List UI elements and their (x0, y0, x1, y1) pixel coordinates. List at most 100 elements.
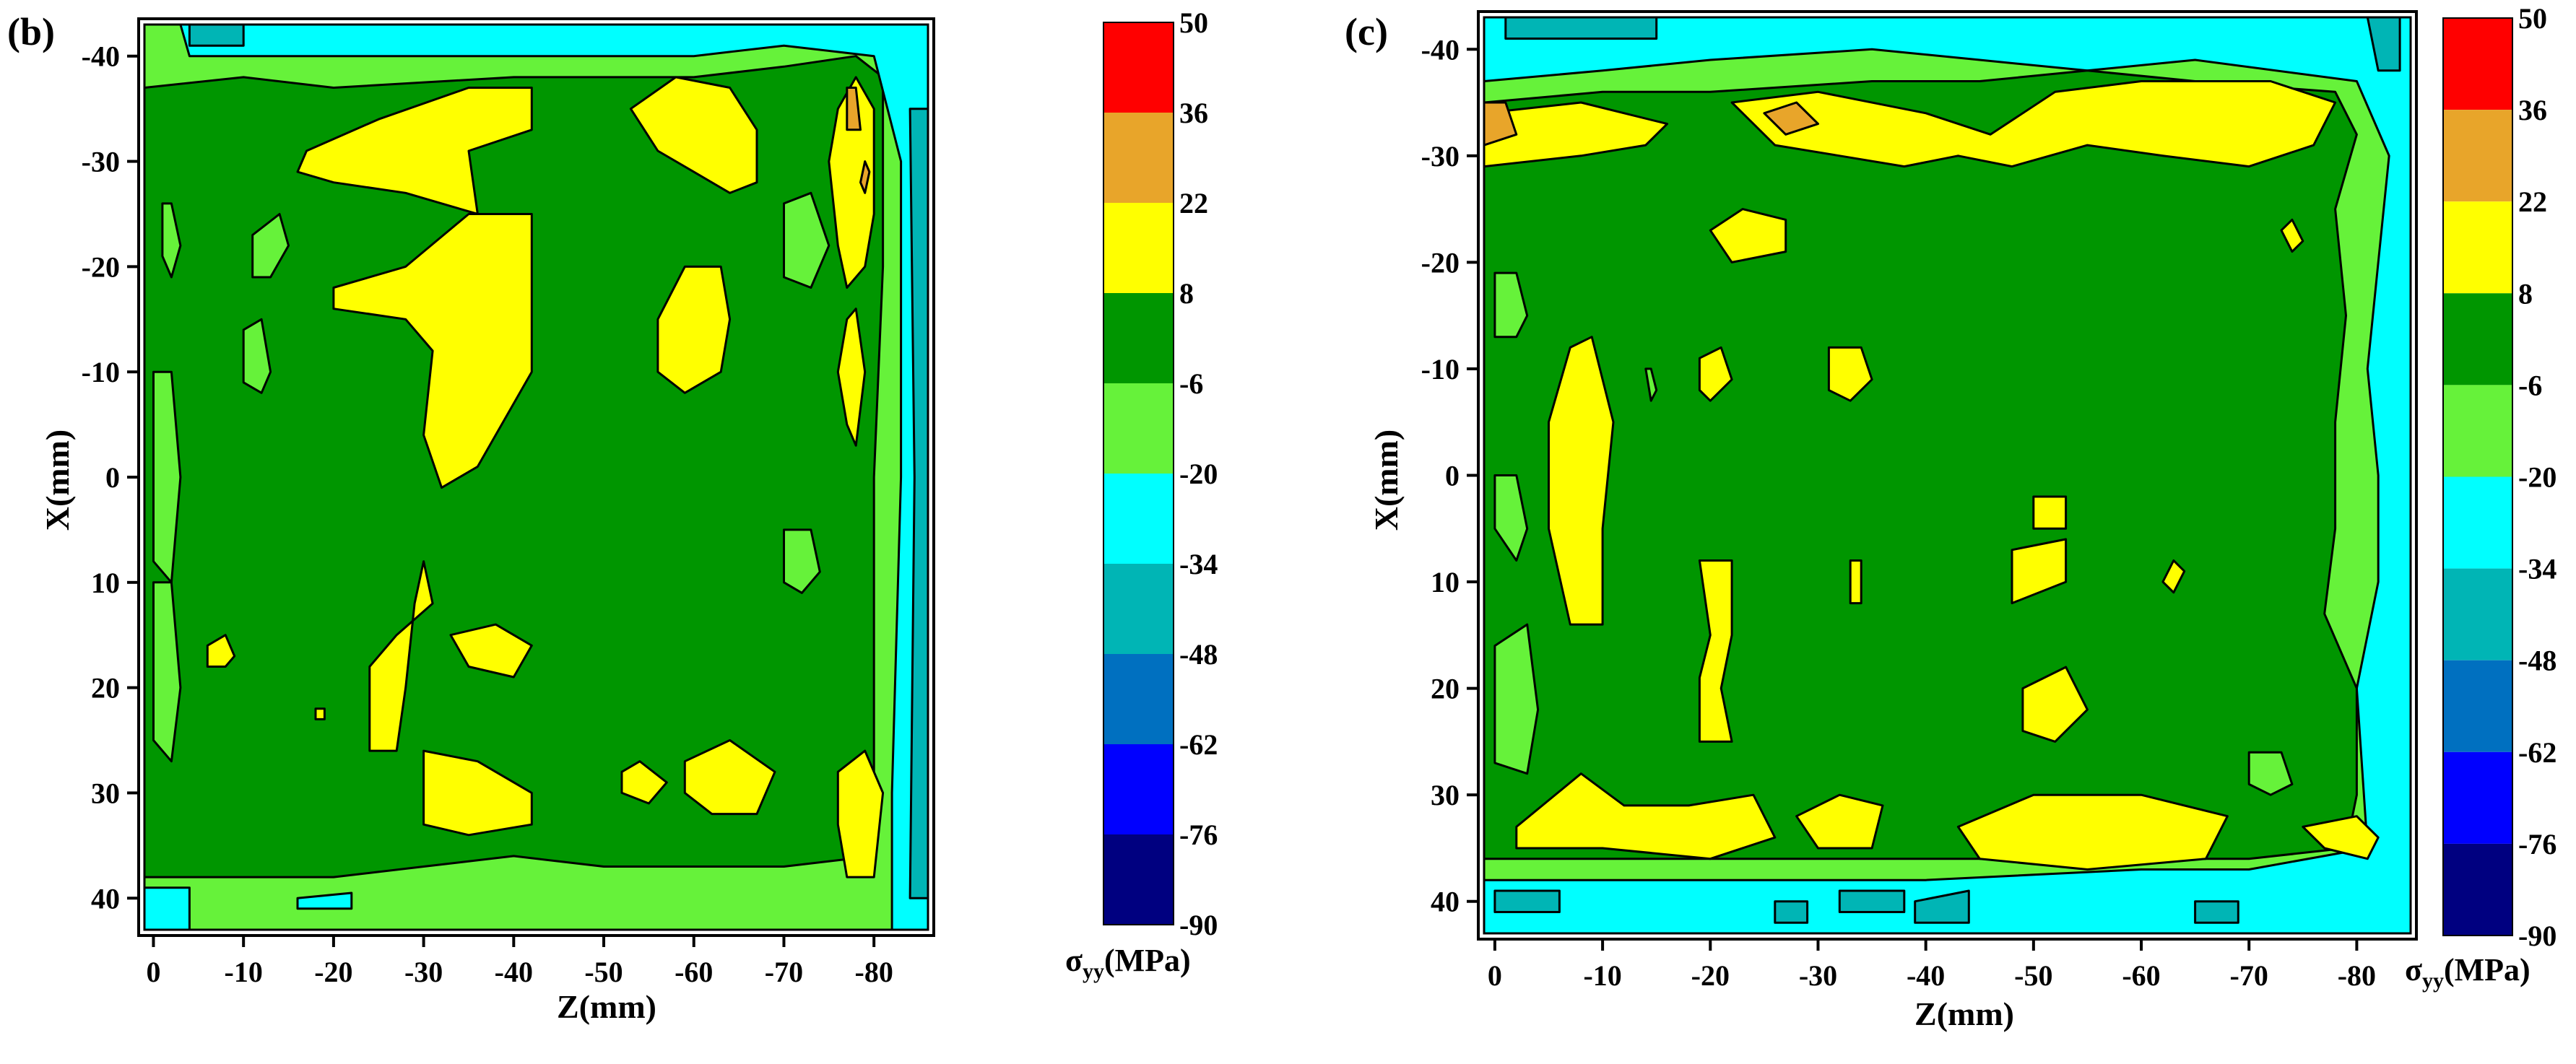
colorbar-tick-label: 22 (2518, 186, 2547, 218)
contour-region-22 (1698, 559, 1733, 743)
x-tick-label: -20 (1691, 959, 1730, 992)
y-axis-label: X(mm) (39, 429, 76, 531)
colorbar-label: σyy(MPa) (2405, 952, 2531, 993)
y-tick-label: -40 (1421, 33, 1460, 66)
colorbar-frame (1103, 22, 1174, 925)
contour-region-13 (656, 265, 732, 394)
contour-region-3 (1504, 17, 1658, 40)
colorbar-band (1103, 474, 1174, 564)
contour-region-3 (908, 108, 928, 899)
colorbar-frame (2442, 17, 2513, 936)
colorbar-band (2443, 568, 2512, 660)
colorbar-tick-label: 50 (2518, 2, 2547, 35)
y-tick-label: 40 (1431, 886, 1460, 918)
colorbar-label-subscript: yy (1083, 959, 1104, 983)
x-tick-label: -80 (855, 956, 893, 988)
y-tick-label: 0 (1445, 460, 1460, 492)
colorbar-band (2443, 843, 2512, 936)
colorbar-tick-label: 50 (1179, 6, 1208, 39)
colorbar-tick-label: 22 (1179, 187, 1208, 219)
x-tick-label: -20 (314, 956, 352, 988)
contour-region-17 (422, 749, 533, 837)
panel-c: 0 -10 -20 -30 -40 -50 -60 -70 -80 -40 -30 -20 -10 0 10… (1345, 2, 2557, 1032)
y-tick-label: -10 (82, 356, 120, 388)
x-tick-label: -60 (675, 956, 713, 988)
contour-region-21 (161, 202, 182, 279)
contour-region-4 (2366, 17, 2401, 72)
colorbar-tick-label: -6 (2518, 369, 2542, 401)
y-tick-label: 40 (91, 882, 120, 915)
x-axis-label: Z(mm) (557, 988, 656, 1025)
contour-region-19 (1698, 346, 1733, 402)
colorbar-label: σyy(MPa) (1065, 943, 1191, 983)
x-tick-label: -50 (584, 956, 623, 988)
x-tick-label: -70 (2230, 959, 2268, 992)
contour-region-29 (314, 707, 326, 720)
y-tick-label: 10 (1431, 566, 1460, 598)
colorbar-tick-label: -34 (2518, 553, 2557, 585)
y-tick-label: -30 (82, 146, 120, 178)
contour-region-2 (179, 25, 928, 930)
contour-region-23 (1849, 559, 1862, 605)
contour-region-24 (2011, 538, 2068, 605)
contour-region-14 (1709, 208, 1787, 263)
contour-region-16 (1493, 271, 1529, 339)
colorbar-tick-label: 36 (1179, 97, 1208, 129)
contour-region-26 (2021, 666, 2089, 743)
contour-region-21 (2032, 495, 2068, 530)
colorbar-tick-label: 36 (2518, 94, 2547, 126)
plot-frame-inner (1483, 16, 2412, 935)
colorbar-band (1103, 654, 1174, 744)
x-tick-label: 0 (146, 956, 160, 988)
contour-region-9 (2194, 900, 2239, 924)
colorbar-band (2443, 751, 2512, 844)
contour-region-25 (152, 370, 182, 584)
colorbar-band (1103, 744, 1174, 834)
colorbar-tick-label: -90 (2518, 920, 2557, 952)
contour-region-15 (368, 560, 434, 752)
y-tick-label: -10 (1421, 353, 1460, 385)
contour-region-12 (1484, 101, 1518, 147)
contour-region-8 (629, 76, 758, 194)
y-axis-label: X(mm) (1368, 429, 1405, 531)
contour-region-5 (1493, 889, 1561, 913)
x-tick-label: -40 (495, 956, 533, 988)
panel-label: (c) (1345, 10, 1388, 53)
contour-region-20 (1827, 346, 1873, 402)
contour-region-20 (836, 749, 885, 878)
y-tick-label: 10 (91, 567, 120, 599)
colorbar-tick-label: -34 (1179, 548, 1218, 580)
colorbar-band (1103, 22, 1174, 113)
contour-region-11 (859, 160, 871, 194)
colorbar-band (1103, 113, 1174, 203)
contour-region-26 (783, 528, 821, 594)
colorbar-tick-label: 8 (2518, 277, 2533, 310)
colorbar-band (2443, 476, 2512, 569)
colorbar-tick-label: -20 (2518, 461, 2557, 494)
x-tick-label: -50 (2014, 959, 2052, 992)
colorbar-label-symbol: σ (2405, 952, 2422, 987)
colorbar-tick-label: -62 (2518, 736, 2557, 769)
colorbar-band (1103, 564, 1174, 654)
x-tick-label: -10 (1583, 959, 1621, 992)
y-tick-label: 0 (105, 461, 120, 494)
colorbar-label-subscript: yy (2422, 969, 2444, 993)
contour-region-31 (1795, 793, 1884, 850)
colorbar-label-unit: (MPa) (2444, 952, 2531, 987)
contour-region-32 (1956, 793, 2229, 871)
colorbar-tick-label: -48 (2518, 645, 2557, 677)
x-tick-label: -10 (225, 956, 263, 988)
colorbar-band (1103, 834, 1174, 925)
y-tick-label: 30 (1431, 779, 1460, 811)
contour-region-6 (1774, 900, 1809, 924)
contour-region-2 (1484, 69, 2358, 860)
colorbar-tick-label: 8 (1179, 277, 1194, 310)
contour-region-6 (296, 891, 353, 910)
plot-frame-inner (143, 23, 929, 931)
contour-region-28 (206, 634, 236, 668)
contour-region-1 (144, 55, 885, 878)
contour-region-10 (1484, 101, 1669, 168)
contour-region-18 (1644, 367, 1658, 402)
colorbar-band (2443, 18, 2512, 110)
contour-region-12 (332, 213, 533, 489)
